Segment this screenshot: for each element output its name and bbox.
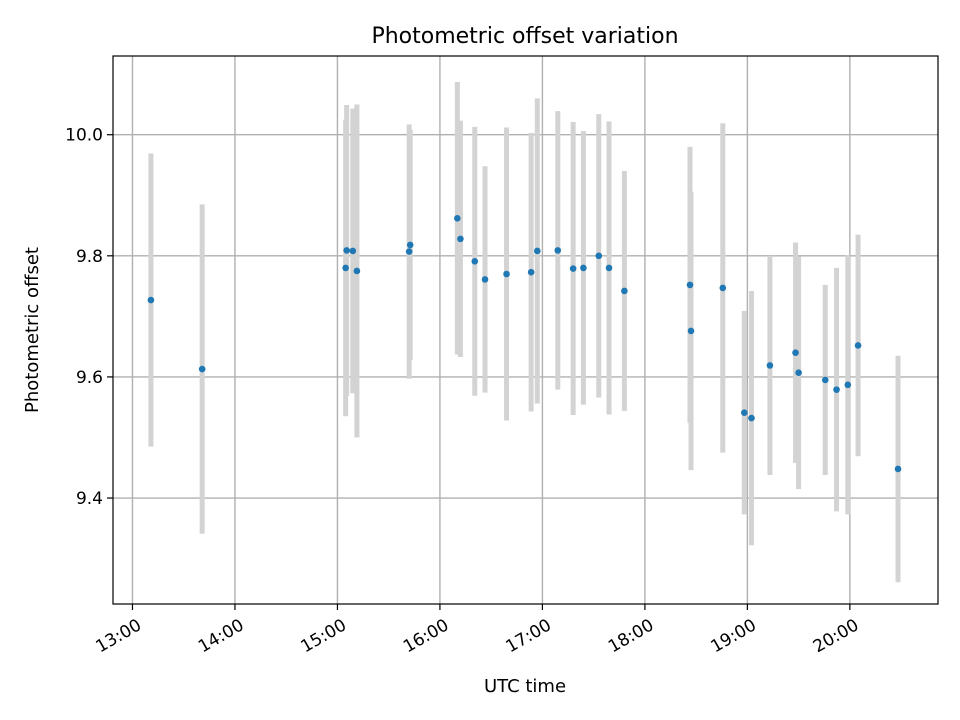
data-point [741,409,748,416]
data-point [833,386,840,393]
data-point [595,252,603,260]
data-point [481,276,489,283]
data-point [795,369,802,376]
data-point [198,365,206,373]
data-points [147,214,902,473]
data-point [792,349,799,357]
data-point [621,287,628,295]
y-axis-label: Photometric offset [22,247,43,413]
plot-frame [112,55,939,605]
data-point [503,270,510,278]
x-axis-label: UTC time [484,676,566,697]
y-tick-label: 9.8 [76,247,103,267]
data-point [353,267,361,275]
data-point [686,281,694,289]
data-point [687,327,695,335]
data-point [748,414,755,422]
y-tick-label: 9.6 [76,368,103,388]
data-point [894,465,902,473]
chart-title: Photometric offset variation [371,24,678,49]
data-point [471,257,479,265]
data-point [454,214,461,222]
data-point [343,247,350,254]
data-point [719,284,727,292]
data-point [533,247,541,255]
data-point [854,342,862,349]
data-point [766,362,774,369]
data-point [569,265,577,272]
data-point [527,268,535,276]
data-point [580,264,587,272]
data-point [605,264,613,272]
data-point [406,241,414,249]
data-point [457,235,464,243]
data-point [844,381,852,389]
data-point [821,376,829,384]
data-point [342,264,349,272]
y-axis-ticks: 9.4 9.6 9.8 10.0 [65,126,113,509]
data-point [147,296,155,304]
data-point [405,248,413,255]
data-point [349,247,357,255]
y-tick-label: 9.4 [76,489,103,509]
y-tick-label: 10.0 [65,126,103,146]
data-point [554,247,562,254]
